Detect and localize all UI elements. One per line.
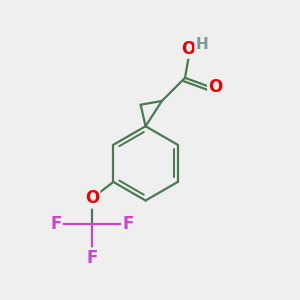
Text: O: O	[85, 189, 99, 207]
Text: O: O	[208, 78, 223, 96]
Text: O: O	[181, 40, 195, 58]
Text: F: F	[86, 249, 98, 267]
Text: F: F	[50, 214, 61, 232]
Text: F: F	[122, 214, 134, 232]
Text: H: H	[196, 37, 208, 52]
